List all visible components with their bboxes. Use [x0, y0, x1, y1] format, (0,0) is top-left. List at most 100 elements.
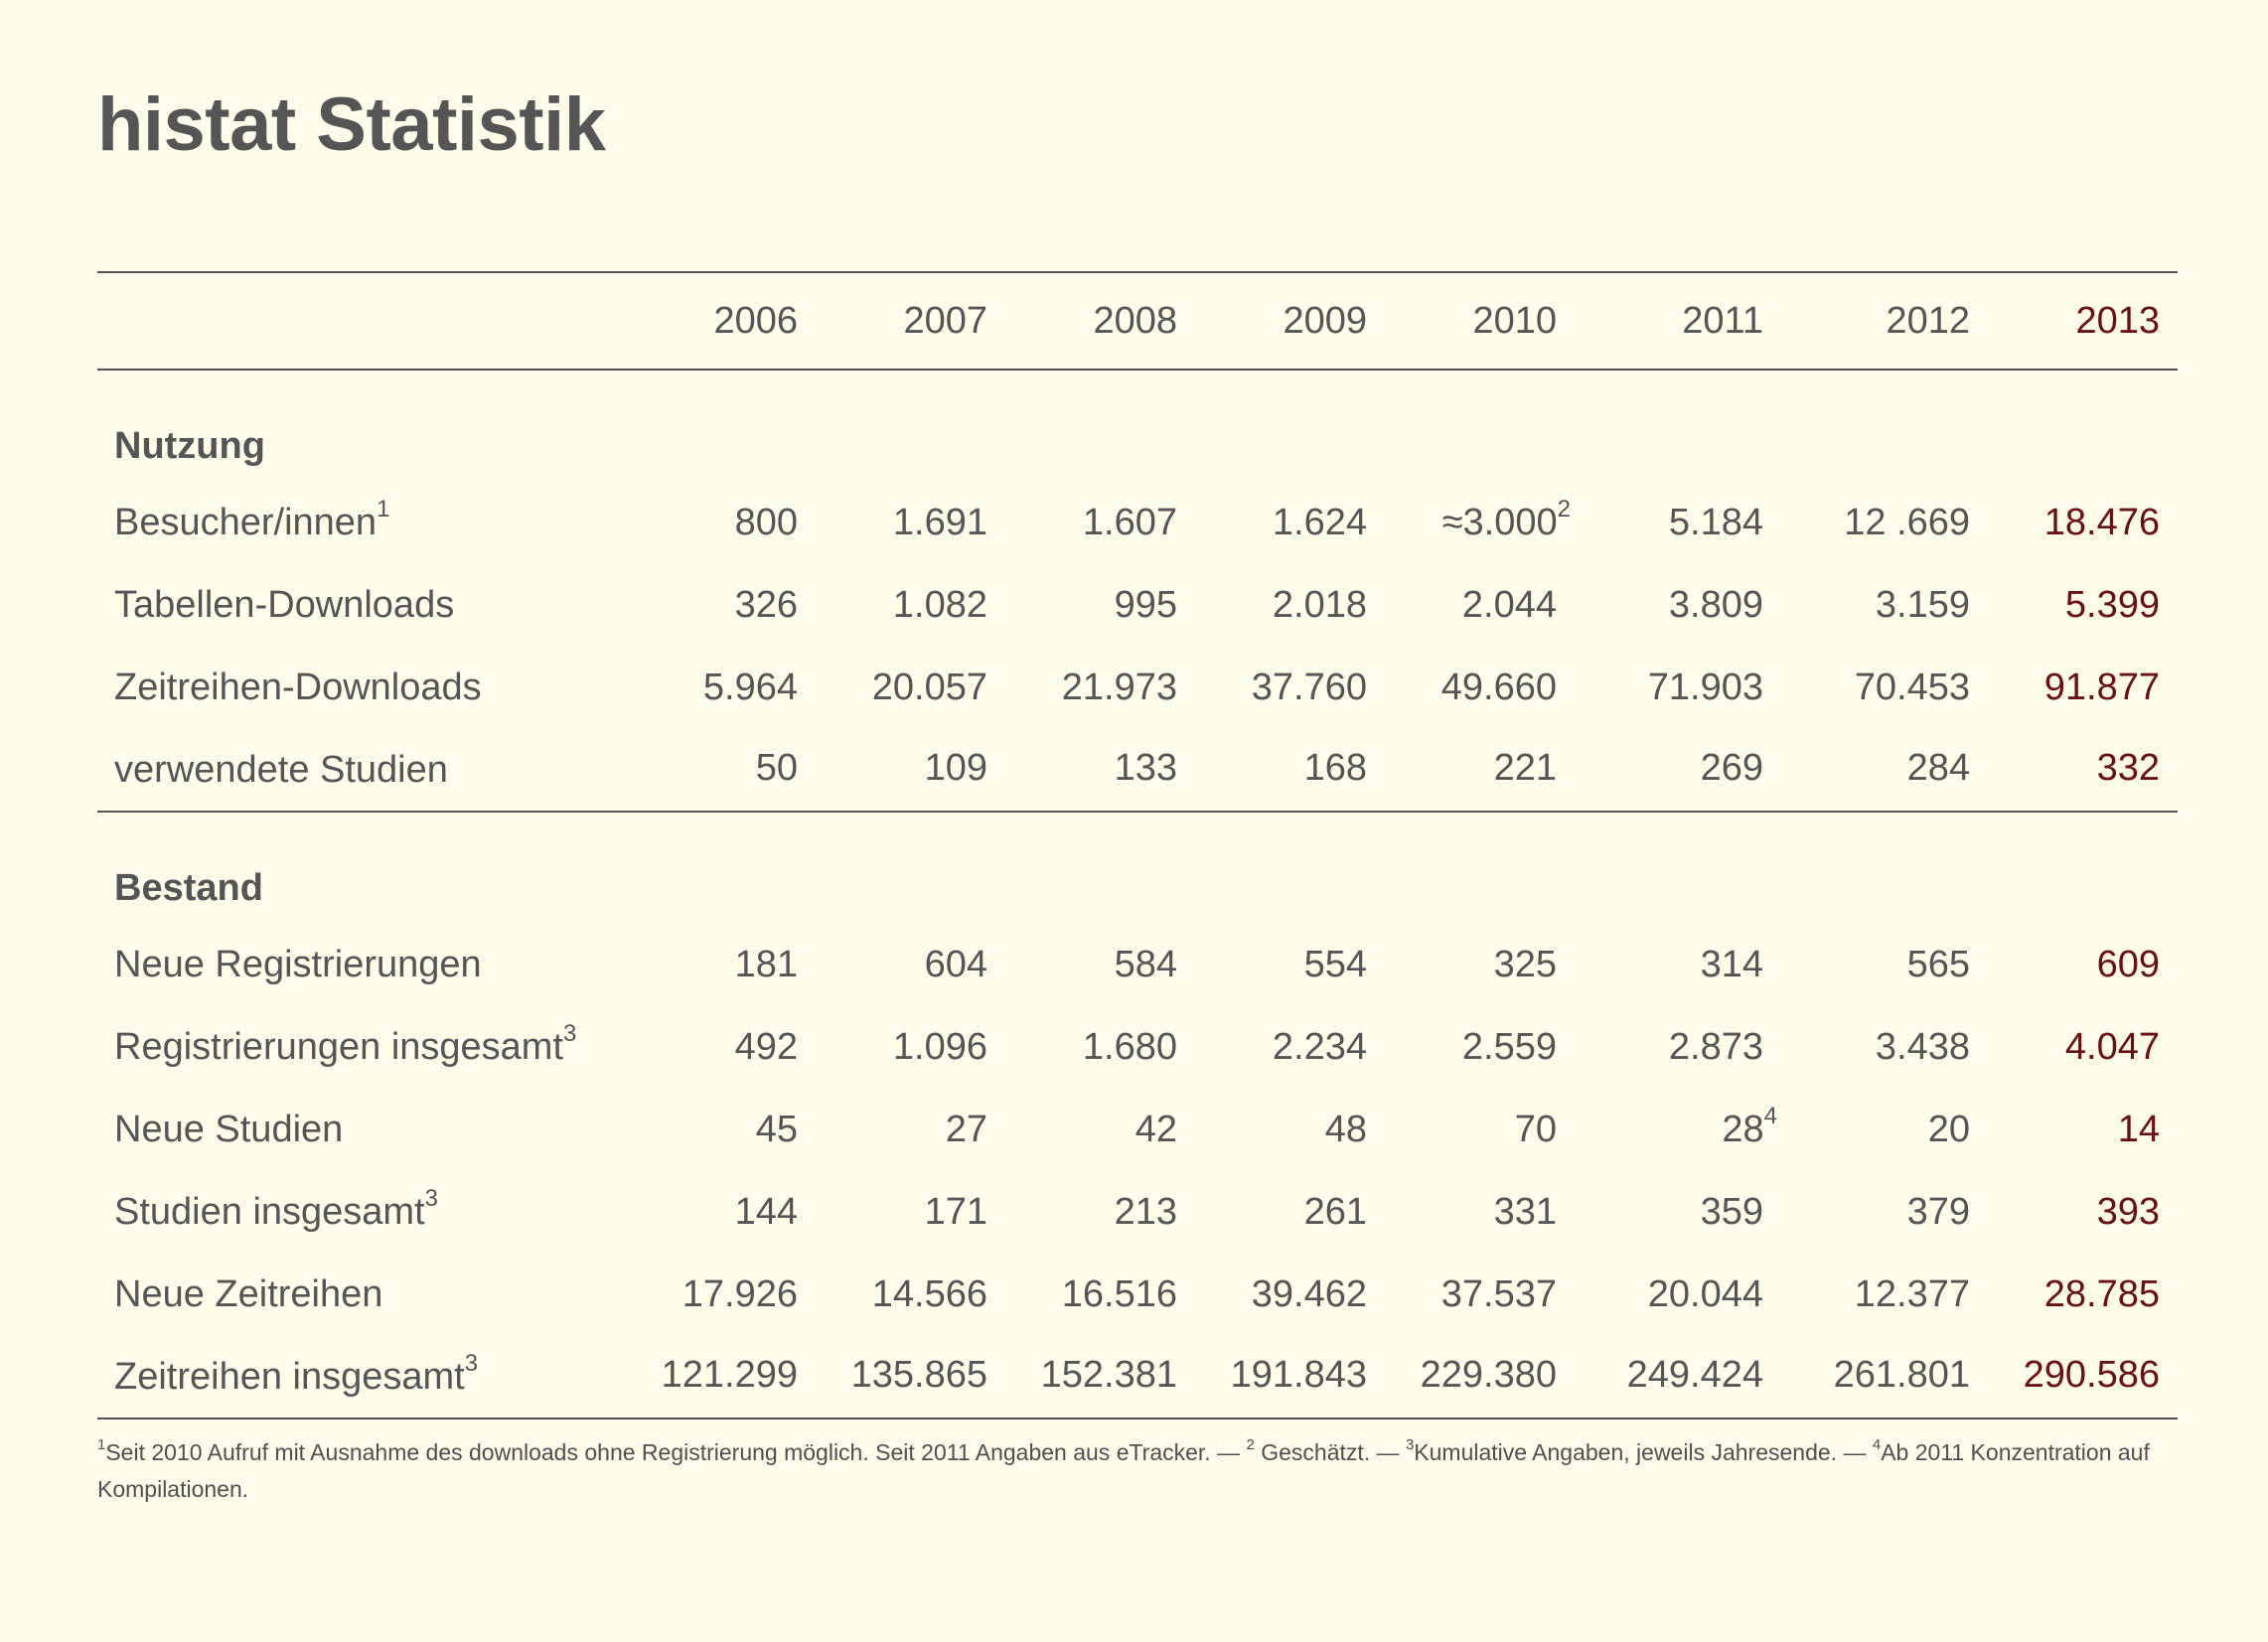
cell-value: 12.377: [1854, 1273, 1970, 1315]
footnote-marker: 3: [424, 1185, 438, 1213]
cell-value: 70: [1514, 1109, 1557, 1150]
value-cell-2010: ≈3.0002: [1385, 482, 1575, 564]
value-cell-2007: 171: [816, 1171, 1005, 1254]
table-row-neue-registrierungen: Neue Registrierungen 181 604 584 554 325 314 56…: [97, 924, 2178, 1006]
value-cell-2009: 1.624: [1195, 482, 1385, 564]
value-cell-2007: 1.096: [816, 1006, 1005, 1089]
section-heading-row: Nutzung: [97, 370, 2178, 482]
value-cell-2007: 14.566: [816, 1254, 1005, 1336]
value-cell-2010: 325: [1385, 924, 1575, 1006]
year-header-2008: 2008: [1093, 299, 1177, 342]
cell-value: 1.624: [1272, 502, 1367, 543]
value-cell-2011: 359: [1575, 1171, 1781, 1254]
cell-value: 229.380: [1420, 1353, 1557, 1396]
value-cell-2010: 2.559: [1385, 1006, 1575, 1089]
value-cell-2011: 284: [1575, 1089, 1781, 1171]
row-label: verwendete Studien: [114, 748, 448, 791]
cell-value: ≈3.000: [1441, 502, 1558, 543]
table-row-zeitreihen-downloads: Zeitreihen-Downloads 5.964 20.057 21.973 37.…: [97, 647, 2178, 729]
cell-value: 16.516: [1061, 1273, 1177, 1315]
cell-value: 554: [1303, 944, 1367, 985]
cell-value: 12 .669: [1844, 502, 1970, 543]
value-cell-2012: 12 .669: [1781, 482, 1988, 564]
cell-value: 261: [1303, 1191, 1367, 1233]
footnote-marker: 3: [464, 1349, 479, 1377]
cell-value: 37.760: [1251, 667, 1367, 708]
cell-value: 39.462: [1251, 1273, 1367, 1315]
year-header-2012: 2012: [1886, 299, 1970, 342]
footnote-marker: 4: [1872, 1436, 1882, 1454]
cell-value: 42: [1134, 1109, 1177, 1150]
value-cell-2009: 48: [1195, 1089, 1385, 1171]
row-label: Neue Zeitreihen: [114, 1273, 383, 1315]
cell-value: 2.873: [1668, 1026, 1763, 1068]
value-cell-2007: 1.082: [816, 564, 1005, 647]
value-cell-2012: 20: [1781, 1089, 1988, 1171]
year-header-2010: 2010: [1472, 299, 1557, 342]
row-label-cell: Neue Zeitreihen: [97, 1254, 626, 1336]
row-label-cell: Registrierungen insgesamt3: [97, 1006, 626, 1089]
cell-value: 191.843: [1230, 1353, 1367, 1396]
table-row-studien-insgesamt: Studien insgesamt3 144 171 213 261 331 359 379 3…: [97, 1171, 2178, 1254]
value-cell-2008: 584: [1005, 924, 1195, 1006]
cell-value: 20: [1927, 1109, 1970, 1150]
cell-value: 109: [924, 746, 987, 789]
value-cell-2011: 71.903: [1575, 647, 1781, 729]
row-label-cell: Besucher/innen1: [97, 482, 626, 564]
year-header-2009: 2009: [1283, 299, 1367, 342]
cell-value: 290.586: [2023, 1353, 2160, 1396]
value-cell-2010: 2.044: [1385, 564, 1575, 647]
value-cell-2007: 20.057: [816, 647, 1005, 729]
cell-value: 168: [1303, 746, 1367, 789]
cell-value: 331: [1493, 1191, 1557, 1233]
cell-value: 49.660: [1440, 667, 1557, 708]
row-label-cell: Zeitreihen-Downloads: [97, 647, 626, 729]
table-row-verwendete-studien: verwendete Studien 50 109 133 168 221 269 284 33…: [97, 729, 2178, 812]
row-label-cell: Neue Registrierungen: [97, 924, 626, 1006]
table-row-neue-zeitreihen: Neue Zeitreihen 17.926 14.566 16.516 39.462 3…: [97, 1254, 2178, 1336]
footnote-text: Geschätzt. —: [1254, 1439, 1406, 1465]
value-cell-2006: 17.926: [626, 1254, 816, 1336]
cell-value: 17.926: [681, 1273, 798, 1315]
row-label-cell: Zeitreihen insgesamt3: [97, 1336, 626, 1418]
value-cell-2012: 70.453: [1781, 647, 1988, 729]
value-cell-2006: 121.299: [626, 1336, 816, 1418]
table-row-zeitreihen-insgesamt: Zeitreihen insgesamt3 121.299 135.865 152.3…: [97, 1336, 2178, 1418]
cell-value: 152.381: [1040, 1353, 1177, 1396]
value-cell-2006: 50: [626, 729, 816, 812]
cell-value: 326: [734, 584, 798, 626]
value-cell-2006: 492: [626, 1006, 816, 1089]
cell-value: 4.047: [2064, 1026, 2160, 1068]
table-row-neue-studien: Neue Studien 45 27 42 48 70 284 20 14: [97, 1089, 2178, 1171]
row-label: Zeitreihen-Downloads: [114, 667, 482, 708]
cell-value: 91.877: [2043, 667, 2160, 708]
cell-value: 14: [2117, 1109, 2160, 1150]
value-cell-2011: 20.044: [1575, 1254, 1781, 1336]
footnotes: 1Seit 2010 Aufruf mit Ausnahme des downl…: [97, 1434, 2150, 1508]
value-cell-2013: 91.877: [1988, 647, 2178, 729]
cell-value: 3.809: [1668, 584, 1763, 626]
value-cell-2012: 284: [1781, 729, 1988, 812]
cell-value: 2.234: [1272, 1026, 1367, 1068]
cell-value: 609: [2096, 944, 2160, 985]
cell-value: 18.476: [2043, 502, 2160, 543]
value-cell-2010: 331: [1385, 1171, 1575, 1254]
value-cell-2009: 39.462: [1195, 1254, 1385, 1336]
cell-value: 492: [734, 1026, 798, 1068]
cell-value: 28: [1722, 1109, 1764, 1150]
cell-value: 144: [734, 1191, 798, 1233]
footnote-marker: 1: [377, 496, 390, 523]
value-cell-2013: 28.785: [1988, 1254, 2178, 1336]
page-title: histat Statistik: [97, 82, 606, 167]
value-cell-2012: 379: [1781, 1171, 1988, 1254]
value-cell-2012: 3.438: [1781, 1006, 1988, 1089]
value-cell-2013: 332: [1988, 729, 2178, 812]
cell-value: 5.184: [1668, 502, 1763, 543]
row-label: Besucher/innen: [114, 502, 378, 543]
cell-value: 70.453: [1854, 667, 1970, 708]
value-cell-2007: 604: [816, 924, 1005, 1006]
value-cell-2008: 995: [1005, 564, 1195, 647]
value-cell-2008: 42: [1005, 1089, 1195, 1171]
value-cell-2008: 16.516: [1005, 1254, 1195, 1336]
value-cell-2013: 609: [1988, 924, 2178, 1006]
